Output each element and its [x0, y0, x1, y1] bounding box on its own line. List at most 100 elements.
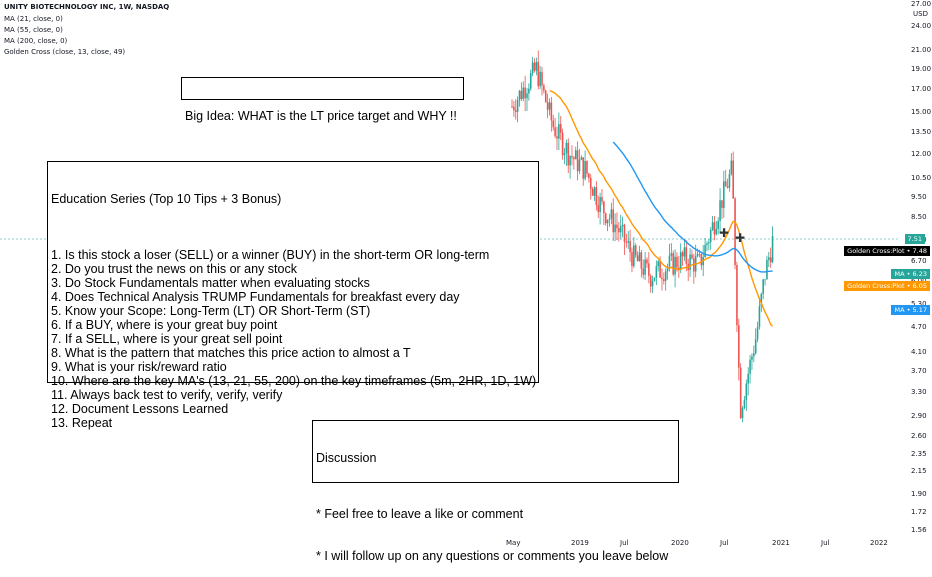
candle-body [586, 161, 588, 174]
time-tick: Jul [620, 539, 629, 547]
candle-body [715, 228, 718, 235]
candle-body [670, 253, 673, 256]
candle-body [723, 181, 725, 208]
education-item: 5. Know your Scope: Long-Term (LT) OR Sh… [51, 304, 371, 318]
candle-body [535, 62, 538, 71]
price-label-badge: Golden Cross:Plot • 7.48 [844, 246, 930, 256]
price-tick: 2.15 [911, 466, 927, 475]
indicator-ma21[interactable]: MA (21, close, 0) [4, 15, 63, 23]
candle-body [689, 254, 691, 271]
golden-cross-markers: ✚ ✚ [719, 226, 745, 245]
discussion-item: * I will follow up on any questions or c… [316, 549, 669, 563]
candle-body [668, 255, 671, 267]
candle-body [683, 247, 686, 257]
indicator-golden-cross[interactable]: Golden Cross (close, 13, close, 49) [4, 48, 126, 56]
price-tick: 1.90 [911, 489, 927, 498]
candle-body [706, 243, 708, 245]
price-tick: 21.00 [911, 46, 932, 55]
candle-body [685, 247, 688, 264]
candle-body [732, 160, 734, 199]
candle-body [550, 102, 553, 121]
education-item: 8. What is the pattern that matches this… [51, 346, 411, 360]
education-item: 11. Always back test to verify, verify, … [51, 388, 283, 402]
price-tick: 17.00 [911, 85, 932, 94]
price-label-value: 5.17 [912, 306, 927, 314]
candle-body [518, 90, 521, 101]
candle-body [642, 268, 645, 275]
price-tick: 19.00 [911, 64, 932, 73]
education-item: 7. If a SELL, where is your great sell p… [51, 332, 283, 346]
education-item: 9. What is your risk/reward ratio [51, 360, 227, 374]
big-idea-text: Big Idea: WHAT is the LT price target an… [185, 109, 457, 123]
price-tick: 6.70 [911, 257, 927, 266]
education-list: 1. Is this stock a loser (SELL) or a win… [51, 248, 536, 430]
price-label-separator: • [904, 270, 913, 278]
price-tick: 8.50 [911, 213, 927, 222]
price-label-value: 7.48 [912, 247, 927, 255]
time-tick: 2019 [571, 539, 589, 547]
candle-body [753, 353, 755, 357]
candle-body [526, 93, 528, 99]
candle-body [511, 106, 513, 108]
candle-body [709, 229, 712, 243]
price-tick: 1.72 [911, 507, 927, 516]
candle-body [522, 87, 525, 99]
candle-body [625, 241, 628, 243]
candle-body [698, 254, 701, 255]
candle-body [646, 259, 648, 264]
candle-body [756, 326, 759, 340]
candle-body [649, 275, 652, 287]
education-item: 12. Document Lessons Learned [51, 402, 229, 416]
candle-body [730, 160, 733, 174]
price-chart[interactable]: ✚ ✚ [0, 0, 932, 550]
indicator-ma55[interactable]: MA (55, close, 0) [4, 26, 63, 34]
candle-body [661, 277, 663, 280]
price-label-value: 6.23 [912, 270, 927, 278]
candle-body [571, 156, 573, 158]
candle-body [724, 181, 727, 187]
price-tick: 24.00 [911, 21, 932, 30]
candle-body [631, 252, 633, 267]
price-label-badge: 7.51 [904, 234, 925, 244]
candle-body [604, 213, 607, 224]
candle-body [766, 259, 768, 280]
time-tick: Jul [720, 539, 729, 547]
candle-body [648, 263, 650, 276]
price-label-separator: • [904, 282, 913, 290]
candle-body [544, 90, 547, 103]
price-tick: 27.00 [911, 0, 932, 8]
candle-body [754, 339, 757, 354]
candle-body [603, 201, 605, 214]
candle-body [574, 150, 577, 160]
education-item: 6. If a BUY, where is your great buy poi… [51, 318, 278, 332]
candle-body [591, 188, 594, 196]
candle-body [539, 71, 541, 87]
candle-body [747, 373, 749, 384]
time-tick: 2022 [870, 539, 888, 547]
candle-body [664, 271, 667, 281]
candle-body [719, 200, 721, 222]
candle-body [657, 261, 660, 267]
price-tick: 15.00 [911, 108, 932, 117]
indicator-ma200[interactable]: MA (200, close, 0) [4, 37, 68, 45]
candle-body [588, 173, 590, 178]
candle-body [612, 209, 615, 233]
price-label-value: 6.05 [912, 282, 927, 290]
discussion-title: Discussion [316, 451, 377, 465]
candle-body [567, 142, 570, 166]
price-label-name: Golden Cross:Plot [847, 282, 905, 290]
candle-body [589, 177, 592, 189]
candle-body [678, 267, 680, 270]
candle-body [659, 261, 661, 278]
candle-body [614, 224, 616, 233]
education-item: 4. Does Technical Analysis TRUMP Fundame… [51, 290, 460, 304]
candle-body [569, 156, 571, 166]
candle-body [582, 157, 585, 179]
candle-body [679, 252, 682, 270]
education-item: 2. Do you trust the news on this or any … [51, 262, 297, 276]
candle-body [513, 106, 515, 111]
candle-body [537, 62, 540, 87]
candle-body [769, 257, 772, 263]
price-tick: 9.50 [911, 192, 927, 201]
candle-body [546, 102, 549, 110]
